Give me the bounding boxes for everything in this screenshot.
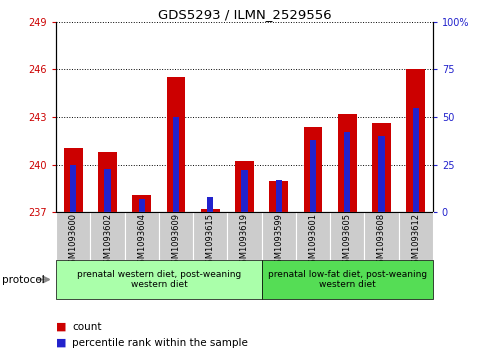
Bar [337, 114, 356, 212]
Text: protocol: protocol [2, 274, 45, 285]
Text: GSM1093604: GSM1093604 [137, 213, 146, 269]
Text: ■: ■ [56, 338, 66, 348]
Bar [261, 260, 432, 299]
Text: ■: ■ [56, 322, 66, 332]
Text: GSM1093608: GSM1093608 [376, 213, 385, 269]
Bar [364, 212, 398, 260]
Bar [406, 69, 424, 212]
Text: GSM1093609: GSM1093609 [171, 213, 180, 269]
Bar [235, 161, 253, 212]
Bar [412, 107, 418, 212]
Bar [269, 181, 287, 212]
Bar [139, 199, 144, 212]
Title: GDS5293 / ILMN_2529556: GDS5293 / ILMN_2529556 [157, 8, 331, 21]
Text: percentile rank within the sample: percentile rank within the sample [72, 338, 247, 348]
Bar [241, 171, 247, 212]
Text: GSM1093615: GSM1093615 [205, 213, 214, 269]
Bar [132, 195, 151, 212]
Text: GSM1093612: GSM1093612 [410, 213, 419, 269]
Bar [344, 132, 349, 212]
Bar [56, 212, 90, 260]
Bar [193, 212, 227, 260]
Bar [295, 212, 329, 260]
Text: GSM1093605: GSM1093605 [342, 213, 351, 269]
Bar [329, 212, 364, 260]
Bar [104, 168, 110, 212]
Bar [309, 140, 315, 212]
Text: GSM1093619: GSM1093619 [240, 213, 248, 269]
Bar [398, 212, 432, 260]
Text: prenatal western diet, post-weaning
western diet: prenatal western diet, post-weaning west… [77, 270, 241, 289]
Bar [227, 212, 261, 260]
Bar [303, 127, 322, 212]
Bar [56, 260, 261, 299]
Bar [70, 165, 76, 212]
Bar [166, 77, 185, 212]
Text: GSM1093602: GSM1093602 [103, 213, 112, 269]
Bar [64, 148, 82, 212]
Bar [124, 212, 159, 260]
Bar [207, 197, 213, 212]
Bar [378, 136, 384, 212]
Bar [371, 123, 390, 212]
Text: prenatal low-fat diet, post-weaning
western diet: prenatal low-fat diet, post-weaning west… [267, 270, 426, 289]
Text: GSM1093600: GSM1093600 [69, 213, 78, 269]
Text: count: count [72, 322, 101, 332]
Bar [261, 212, 295, 260]
Bar [201, 209, 219, 212]
Text: GSM1093599: GSM1093599 [274, 213, 283, 269]
Bar [98, 152, 117, 212]
Text: GSM1093601: GSM1093601 [308, 213, 317, 269]
Bar [275, 180, 281, 212]
Bar [90, 212, 124, 260]
Bar [159, 212, 193, 260]
Bar [173, 117, 179, 212]
